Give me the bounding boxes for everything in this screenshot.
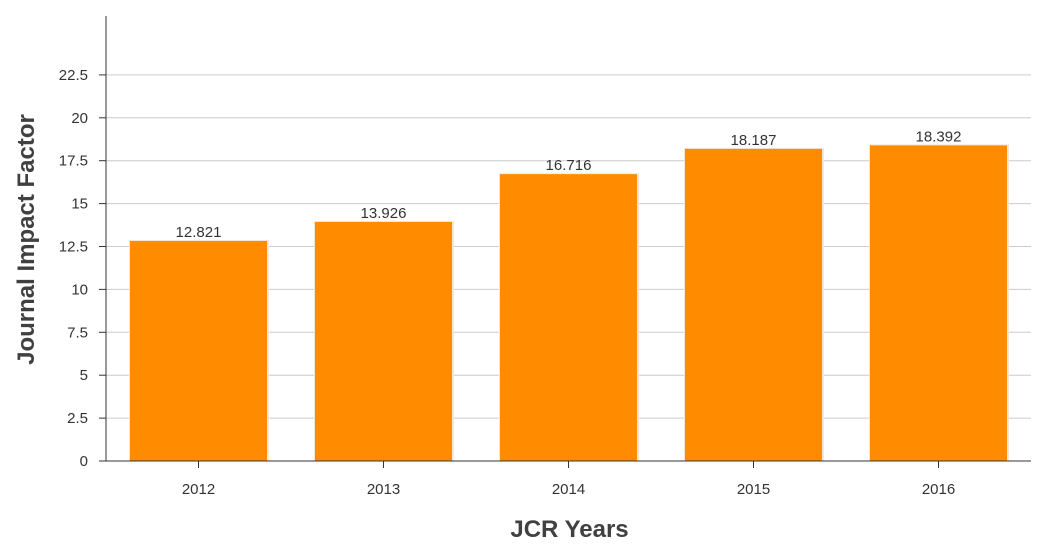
x-tick-label: 2012	[182, 481, 215, 498]
y-tick-label: 2.5	[67, 410, 88, 427]
x-tick-label: 2016	[922, 481, 955, 498]
bar[interactable]	[500, 174, 637, 461]
y-tick-label: 5	[80, 367, 88, 384]
bar-value-label: 13.926	[361, 205, 407, 222]
bar[interactable]	[315, 222, 452, 461]
y-axis-title: Journal Impact Factor	[13, 114, 40, 365]
y-tick-label: 15	[71, 196, 88, 213]
bar-value-label: 16.716	[546, 157, 592, 174]
y-tick-label: 0	[80, 453, 88, 470]
y-tick-label: 10	[71, 281, 88, 298]
x-tick-label: 2015	[737, 481, 770, 498]
y-tick-label: 20	[71, 110, 88, 127]
y-tick-labels: 0 2.5 5 7.5 10 12.5 15 17.5 20 22.5	[59, 67, 106, 470]
bar[interactable]	[870, 145, 1007, 461]
bars	[129, 144, 1009, 462]
x-tick-labels: 2012 2013 2014 2015 2016	[182, 461, 955, 498]
x-tick-label: 2014	[552, 481, 585, 498]
y-tick-label: 7.5	[67, 324, 88, 341]
y-tick-label: 12.5	[59, 239, 88, 256]
bar-value-label: 18.187	[731, 132, 777, 149]
y-tick-label: 17.5	[59, 153, 88, 170]
bar[interactable]	[130, 240, 267, 461]
bar[interactable]	[685, 148, 822, 462]
x-tick-label: 2013	[367, 481, 400, 498]
bar-value-label: 12.821	[176, 224, 222, 241]
y-tick-label: 22.5	[59, 67, 88, 84]
data-labels: 12.821 13.926 16.716 18.187 18.392	[176, 128, 962, 241]
x-axis-title: JCR Years	[510, 516, 628, 543]
bar-value-label: 18.392	[916, 128, 962, 145]
